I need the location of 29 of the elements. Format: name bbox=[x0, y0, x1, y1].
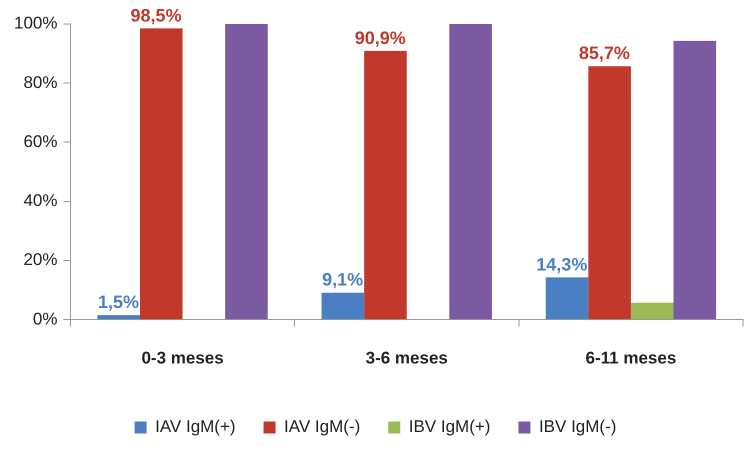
bar bbox=[546, 277, 588, 320]
data-label: 1,5% bbox=[98, 292, 139, 312]
data-label: 9,1% bbox=[322, 270, 364, 290]
bar bbox=[225, 24, 268, 320]
y-tick-label: 80% bbox=[23, 72, 58, 92]
y-tick-label: 60% bbox=[23, 132, 58, 151]
y-tick-label: 40% bbox=[23, 191, 58, 210]
x-tick-label: 0-3 meses bbox=[141, 348, 224, 368]
legend-label: IAV IgM(-) bbox=[284, 417, 360, 436]
x-tick-label: 6-11 meses bbox=[586, 348, 676, 368]
data-label: 85,7% bbox=[578, 43, 630, 64]
bar bbox=[322, 292, 364, 320]
data-label: 14,3% bbox=[536, 254, 588, 274]
bar bbox=[588, 66, 631, 320]
data-label: 98,5% bbox=[130, 5, 182, 26]
y-tick-label: 0% bbox=[32, 309, 58, 328]
bar bbox=[674, 40, 716, 320]
x-tick-label: 3-6 meses bbox=[366, 348, 448, 368]
legend-label: IBV IgM(-) bbox=[538, 417, 616, 436]
legend-label: IBV IgM(+) bbox=[408, 417, 490, 436]
legend-label: IAV IgM(+) bbox=[155, 417, 236, 436]
bar bbox=[364, 50, 407, 320]
bar bbox=[140, 28, 183, 320]
y-tick-label: 100% bbox=[14, 14, 58, 33]
bar bbox=[630, 302, 674, 320]
bar bbox=[97, 315, 140, 320]
y-tick-label: 20% bbox=[23, 250, 58, 270]
data-label: 90,9% bbox=[354, 28, 406, 48]
bar bbox=[449, 24, 492, 320]
